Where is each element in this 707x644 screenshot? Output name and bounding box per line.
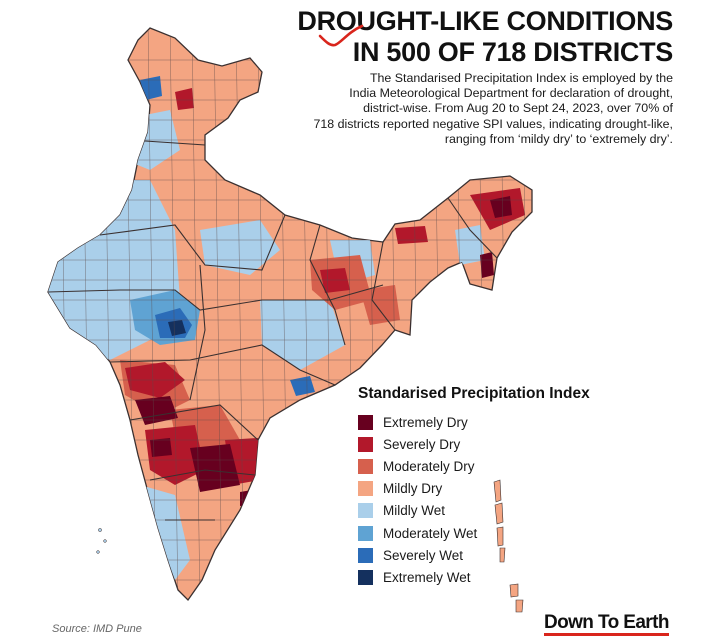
description-line: 718 districts reported negative SPI valu… bbox=[313, 116, 673, 131]
region-ne-extremely-dry bbox=[490, 196, 512, 218]
legend: Standarised Precipitation Index Extremel… bbox=[358, 385, 590, 589]
legend-swatch bbox=[358, 569, 373, 585]
legend-item: Moderately Wet bbox=[358, 522, 590, 544]
region-east-central-mildly-wet bbox=[260, 300, 345, 370]
legend-swatch bbox=[358, 458, 373, 474]
headline-line-2: IN 500 OF 718 DISTRICTS bbox=[352, 37, 674, 67]
region-extremely-wet bbox=[168, 320, 186, 336]
red-check-mark bbox=[318, 24, 364, 47]
region-ne-extremely-dry-2 bbox=[480, 252, 494, 278]
region-odisha-severely-wet bbox=[290, 376, 315, 396]
region-extremely-dry-3 bbox=[150, 438, 172, 457]
legend-item: Moderately Dry bbox=[358, 455, 590, 477]
district-regions bbox=[48, 28, 532, 600]
headline-line-1: DROUGHT-LIKE CONDITIONS bbox=[297, 6, 673, 36]
description-line: ranging from ‘mildy dry’ to ‘extremely d… bbox=[444, 131, 673, 146]
legend-swatch bbox=[358, 481, 373, 497]
legend-swatch bbox=[358, 503, 373, 519]
headline: DROUGHT-LIKE CONDITIONS IN 500 OF 718 DI… bbox=[297, 6, 673, 68]
legend-item: Mildly Wet bbox=[358, 500, 590, 522]
region-north-severely-dry bbox=[175, 88, 194, 110]
legend-item: Mildly Dry bbox=[358, 478, 590, 500]
legend-item: Severely Dry bbox=[358, 433, 590, 455]
region-wb-moderately-dry bbox=[360, 285, 400, 325]
legend-items: Extremely Dry Severely Dry Moderately Dry M… bbox=[358, 411, 590, 589]
legend-label: Mildly Wet bbox=[383, 503, 446, 519]
legend-label: Moderately Wet bbox=[383, 525, 478, 541]
description-line: The Standarised Precipitation Index is e… bbox=[369, 71, 673, 85]
legend-title: Standarised Precipitation Index bbox=[358, 385, 590, 402]
legend-label: Moderately Dry bbox=[383, 458, 475, 474]
region-severely-dry-5 bbox=[395, 226, 428, 244]
legend-item: Severely Wet bbox=[358, 544, 590, 566]
legend-swatch bbox=[358, 525, 373, 541]
legend-item: Extremely Wet bbox=[358, 566, 590, 588]
region-extremely-dry-4 bbox=[240, 490, 252, 506]
lakshadweep-islands bbox=[96, 528, 107, 554]
region-kashmir-severely-wet bbox=[140, 76, 162, 100]
legend-label: Severely Dry bbox=[383, 436, 461, 452]
description-line: district-wise. From Aug 20 to Sept 24, 2… bbox=[363, 101, 673, 116]
legend-label: Extremely Dry bbox=[383, 414, 468, 430]
legend-swatch bbox=[358, 436, 373, 452]
andaman-islands bbox=[493, 479, 524, 613]
legend-label: Extremely Wet bbox=[383, 569, 471, 585]
region-central-mildly-wet bbox=[200, 220, 280, 275]
legend-item: Extremely Dry bbox=[358, 411, 590, 433]
description-line: India Meteorological Department for decl… bbox=[349, 86, 673, 101]
source-note: Source: IMD Pune bbox=[52, 623, 142, 635]
description-text: The Standarised Precipitation Index is e… bbox=[253, 71, 673, 147]
legend-label: Mildly Dry bbox=[383, 481, 443, 497]
legend-swatch bbox=[358, 547, 373, 563]
legend-label: Severely Wet bbox=[383, 547, 464, 563]
legend-swatch bbox=[358, 414, 373, 430]
region-ne-mildly-wet bbox=[455, 225, 485, 265]
brand-logo: Down To Earth bbox=[544, 612, 669, 636]
